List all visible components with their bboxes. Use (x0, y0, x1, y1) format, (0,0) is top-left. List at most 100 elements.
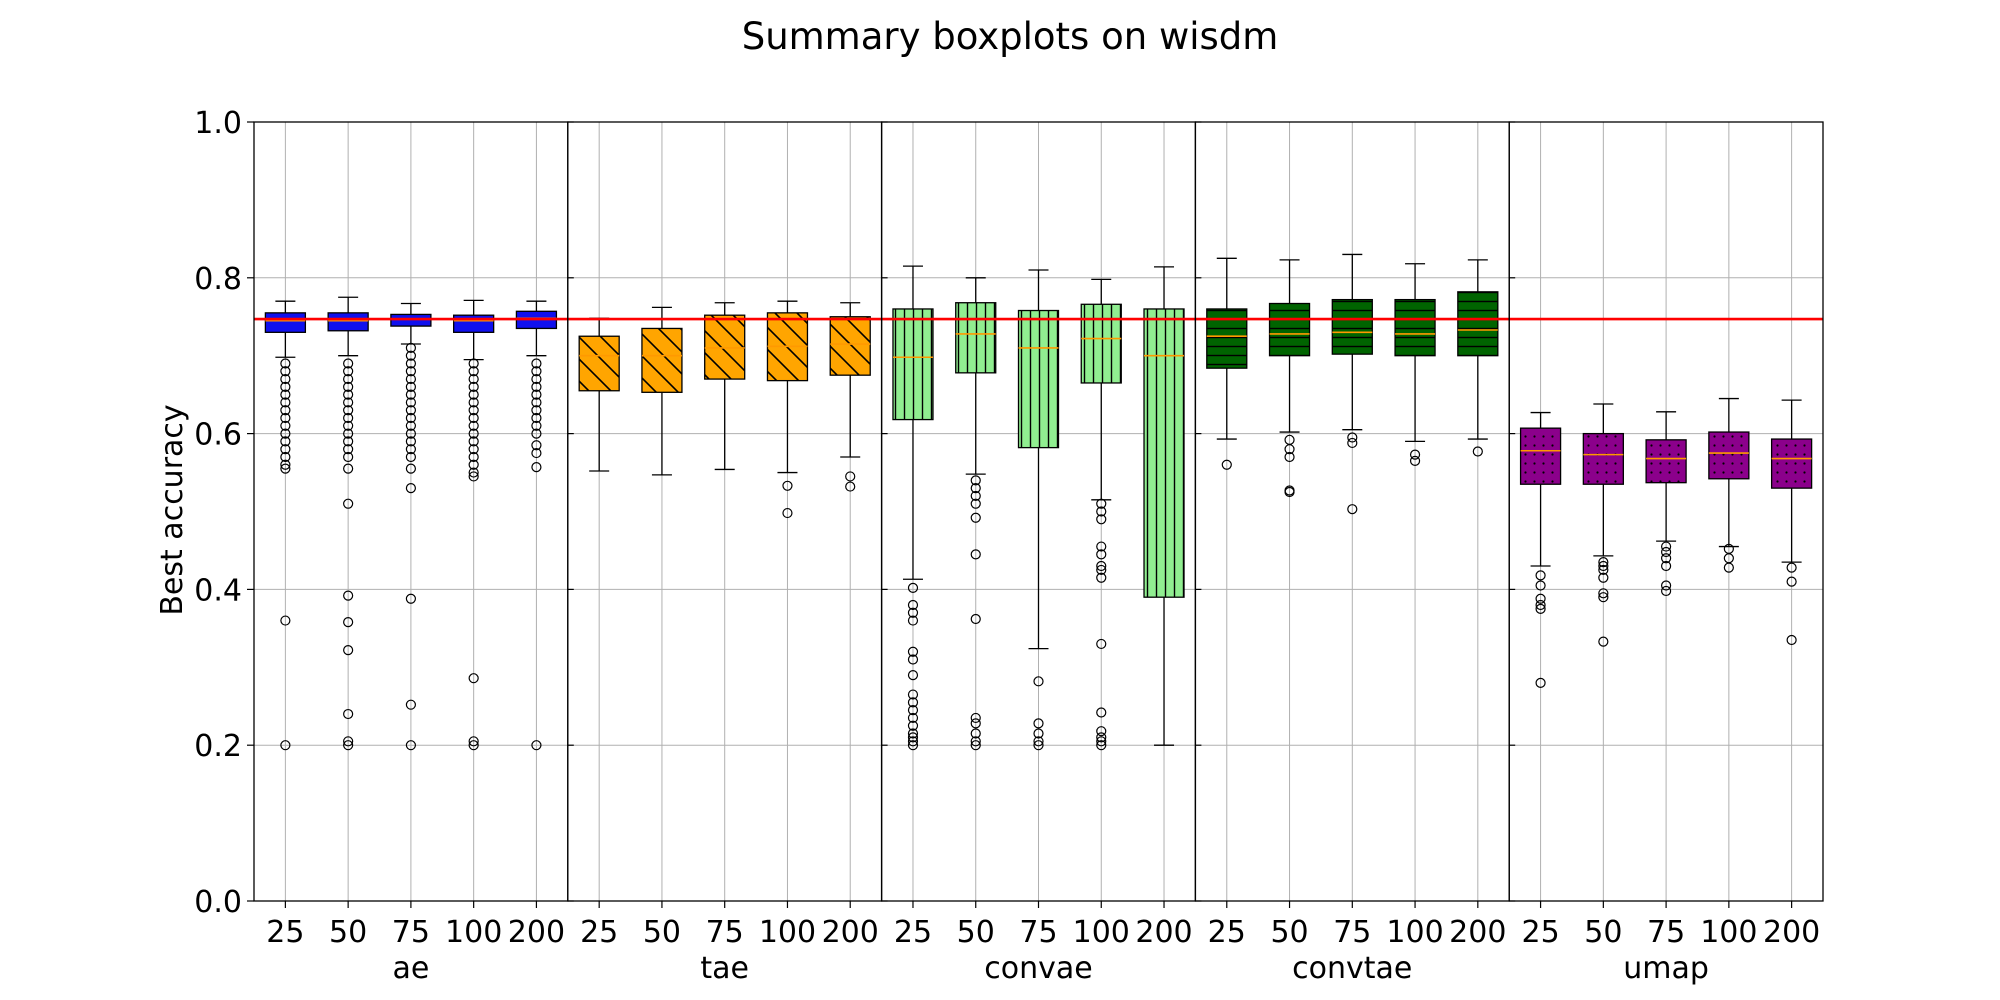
outlier-point (531, 740, 542, 751)
outlier-point (405, 463, 416, 474)
y-tick-label: 0.0 (194, 885, 242, 920)
outlier-point (1096, 740, 1107, 751)
x-tick-label: 50 (957, 915, 995, 950)
outlier-point (468, 412, 479, 424)
outlier-point (343, 444, 354, 455)
outlier-point (1096, 541, 1107, 552)
y-tick-label: 0.4 (194, 573, 242, 608)
outlier-point (907, 669, 919, 681)
outlier-point (280, 381, 291, 392)
outlier-point (468, 389, 479, 400)
y-tick-label: 0.6 (194, 418, 242, 453)
outlier-point (405, 699, 416, 710)
outlier-point (343, 498, 354, 509)
outlier-point (405, 740, 416, 751)
outlier-point (1033, 718, 1044, 729)
x-tick-label: 200 (1449, 915, 1506, 950)
outlier-point (343, 412, 354, 424)
box-layer (264, 253, 1813, 751)
outlier-point (1598, 557, 1609, 568)
x-tick-label: 200 (508, 915, 565, 950)
x-tick-label: 100 (1386, 915, 1443, 950)
outlier-point (280, 444, 291, 455)
outlier-point (1535, 599, 1546, 611)
box-ae-50 (327, 296, 369, 751)
outlier-point (1723, 562, 1734, 573)
outlier-point (468, 436, 479, 447)
outlier-point (1786, 576, 1797, 587)
x-tick-label: 200 (1763, 915, 1820, 950)
outlier-point (280, 459, 291, 470)
outlier-point (280, 428, 291, 439)
outlier-point (907, 712, 919, 724)
x-tick-label: 100 (1073, 915, 1130, 950)
outlier-point (531, 381, 542, 392)
outlier-point (1535, 570, 1546, 581)
box-iqr (955, 302, 997, 374)
outlier-point (1347, 432, 1358, 443)
outlier-point (531, 412, 542, 424)
outlier-point (1096, 572, 1107, 583)
box-umap-25 (1519, 411, 1562, 688)
outlier-point (405, 436, 416, 447)
outlier-point (1535, 603, 1546, 614)
x-tick-label: 25 (1521, 915, 1559, 950)
outlier-point (1535, 677, 1546, 688)
box-convae-25 (892, 265, 934, 751)
box-iqr (327, 312, 369, 332)
outlier-point (280, 615, 291, 626)
outlier-point (343, 366, 354, 377)
outlier-point (343, 740, 354, 751)
outlier-point (970, 498, 981, 509)
outlier-point (907, 740, 919, 751)
outlier-point (343, 381, 354, 392)
outlier-point (531, 366, 542, 377)
outlier-point (280, 420, 291, 431)
outlier-point (343, 708, 354, 720)
outlier-point (1096, 549, 1107, 560)
outlier-point (531, 358, 542, 369)
outlier-point (343, 420, 354, 431)
outlier-point (468, 366, 479, 377)
outlier-point (531, 461, 542, 473)
outlier-point (1096, 498, 1107, 509)
box-convae-75 (1017, 269, 1060, 751)
box-iqr (829, 316, 871, 376)
box-iqr (1519, 427, 1562, 485)
outlier-point (1660, 585, 1672, 597)
outlier-point (343, 436, 354, 447)
group-label-convae: convae (984, 951, 1092, 986)
outlier-point (1409, 455, 1421, 466)
outlier-point (468, 673, 479, 684)
outlier-point (343, 645, 354, 656)
y-tick-label: 1.0 (194, 106, 242, 141)
x-tick-label: 200 (822, 915, 879, 950)
outlier-point (405, 483, 416, 494)
outlier-point (280, 740, 291, 751)
box-iqr (1331, 298, 1373, 355)
box-ae-25 (264, 300, 307, 751)
box-tae-25 (578, 317, 620, 472)
outlier-point (405, 381, 416, 392)
outlier-point (531, 440, 542, 451)
box-convtae-25 (1206, 257, 1248, 470)
outlier-point (468, 397, 479, 408)
outlier-point (531, 447, 542, 459)
outlier-point (970, 512, 981, 523)
outlier-point (1472, 446, 1483, 457)
box-convtae-75 (1331, 253, 1373, 515)
outlier-point (907, 689, 919, 700)
outlier-point (405, 342, 416, 354)
outlier-point (1660, 553, 1672, 564)
outlier-point (1660, 580, 1672, 591)
outlier-point (1660, 546, 1672, 558)
group-label-ae: ae (392, 951, 429, 986)
box-iqr (453, 314, 495, 333)
outlier-point (1598, 636, 1609, 647)
outlier-point (405, 350, 416, 361)
outlier-point (468, 471, 479, 482)
outlier-point (970, 549, 981, 560)
x-tick-label: 25 (1208, 915, 1246, 950)
outlier-point (1598, 572, 1609, 583)
